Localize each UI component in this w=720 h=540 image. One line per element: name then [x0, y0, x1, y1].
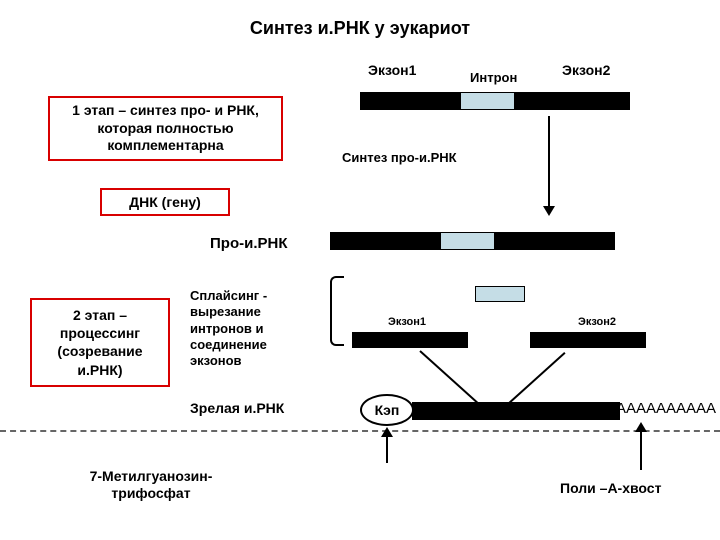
label-exon2: Экзон2	[562, 62, 610, 78]
dna-bar	[360, 92, 630, 110]
arrow-cap-line	[386, 435, 388, 463]
dna-intron	[460, 92, 515, 110]
label-methyl: 7-Метилгуанозин-трифосфат	[56, 468, 246, 502]
arrow-polyA-head	[635, 422, 647, 432]
arrow-1-head	[543, 206, 555, 216]
label-intron: Интрон	[470, 70, 517, 85]
stage2-box: 2 этап – процессинг (созревание и.РНК)	[30, 298, 170, 387]
label-exon2-sm: Экзон2	[578, 316, 616, 328]
arrow-1-line	[548, 116, 550, 208]
dna-exon2	[515, 92, 630, 110]
dashed-line	[0, 430, 720, 432]
split-exon2	[530, 332, 646, 348]
label-exon1: Экзон1	[368, 62, 416, 78]
dna-exon1	[360, 92, 460, 110]
pro-intron	[440, 232, 495, 250]
split-exon1	[352, 332, 468, 348]
label-exon1-sm: Экзон1	[388, 316, 426, 328]
stage1-box: 1 этап – синтез про- и РНК, которая полн…	[48, 96, 283, 161]
label-splicing: Сплайсинг - вырезание интронов и соедине…	[190, 288, 315, 369]
label-pro-irna: Про-и.РНК	[210, 235, 287, 252]
pro-exon2	[495, 232, 615, 250]
pro-exon1	[330, 232, 440, 250]
polyA-tail: АААААААААА	[616, 400, 716, 417]
arrow-polyA-line	[640, 430, 642, 470]
brace-icon	[330, 276, 344, 346]
removed-intron	[475, 286, 525, 302]
cap-circle: Кэп	[360, 394, 414, 426]
label-synthesis: Синтез про-и.РНК	[342, 150, 457, 165]
arrow-cap-head	[381, 427, 393, 437]
mature-bar	[412, 402, 620, 420]
label-mature: Зрелая и.РНК	[190, 400, 284, 416]
page-title: Синтез и.РНК у эукариот	[0, 18, 720, 39]
pro-irna-bar	[330, 232, 615, 250]
label-polyA: Поли –А-хвост	[560, 480, 661, 496]
dna-gene-box: ДНК (гену)	[100, 188, 230, 216]
